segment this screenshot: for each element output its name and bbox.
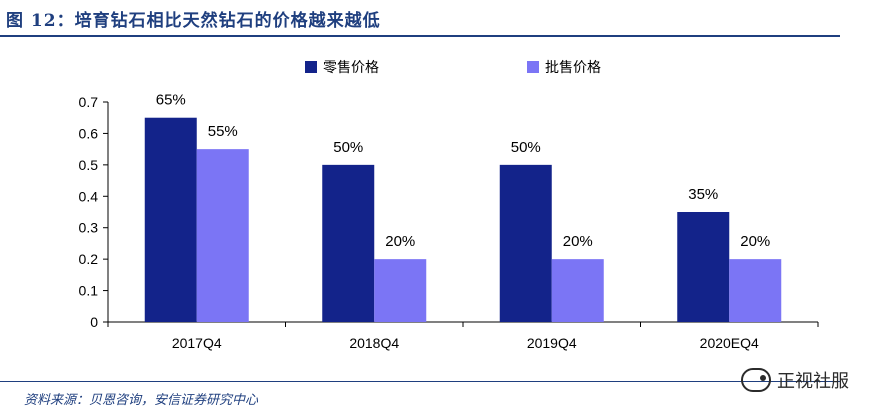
- data-label: 50%: [511, 139, 541, 156]
- y-tick-label: 0.2: [79, 251, 99, 267]
- y-tick-label: 0: [90, 314, 98, 330]
- y-tick-label: 0.1: [79, 283, 99, 299]
- bar-wholesale: [374, 259, 427, 322]
- x-tick-label: 2020EQ4: [700, 335, 759, 351]
- y-tick-label: 0.4: [79, 188, 99, 204]
- bar-wholesale: [729, 259, 782, 322]
- figure-title: 图 12：培育钻石相比天然钻石的价格越来越低: [6, 11, 381, 31]
- bar-chart: 0 0.1 0.2 0.3 0.4 0.5 0.6 0.7 65% 55% 2017Q4 50% 20%…: [79, 60, 819, 351]
- watermark: 正视社服: [741, 367, 849, 393]
- y-tick-label: 0.3: [79, 220, 99, 236]
- legend-swatch: [527, 61, 539, 73]
- bar-retail: [322, 164, 375, 322]
- y-tick-label: 0.6: [79, 125, 99, 141]
- legend-label: 批售价格: [545, 60, 601, 76]
- watermark-text: 正视社服: [777, 371, 849, 392]
- x-tick-label: 2019Q4: [527, 335, 577, 351]
- data-label: 20%: [385, 233, 415, 250]
- bar-retail: [144, 117, 197, 322]
- y-tick-label: 0.5: [79, 157, 99, 173]
- bar-retail: [499, 164, 552, 322]
- data-label: 20%: [563, 233, 593, 250]
- chat-bubble-icon: [741, 368, 771, 392]
- legend-label: 零售价格: [323, 60, 379, 76]
- x-tick-label: 2018Q4: [349, 335, 399, 351]
- legend-swatch: [305, 61, 317, 73]
- data-label: 35%: [688, 186, 718, 203]
- footer-divider: [0, 381, 840, 382]
- y-tick-label: 0.7: [79, 94, 99, 110]
- data-label: 55%: [208, 123, 238, 140]
- bar-wholesale: [551, 259, 604, 322]
- data-label: 20%: [740, 233, 770, 250]
- bar-wholesale: [196, 149, 249, 322]
- data-label: 65%: [156, 92, 186, 109]
- title-divider: [0, 35, 840, 37]
- x-tick-label: 2017Q4: [172, 335, 222, 351]
- source-note: 资料来源：贝恩咨询，安信证券研究中心: [24, 393, 259, 408]
- data-label: 50%: [333, 139, 363, 156]
- bar-retail: [677, 212, 730, 322]
